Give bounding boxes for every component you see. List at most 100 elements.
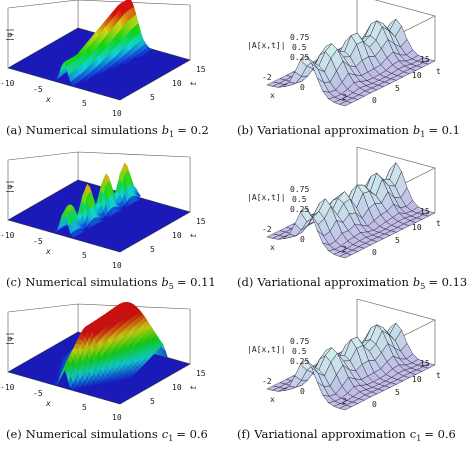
caption-text: Variational approximation [253,427,406,441]
surface-patch [70,383,76,391]
t-tick-label: 10 [412,223,422,232]
x-tick-label: 0 [300,235,305,244]
caption-label: (b) [237,123,253,137]
caption-text: Variational approximation [256,123,409,137]
x-tick-label: -10 [0,231,15,240]
caption-sub: 5 [169,282,174,291]
x-tick-label: 5 [82,99,87,108]
t-tick-label: 15 [196,217,206,226]
surface-patch [100,379,106,385]
surface-patch [116,376,122,381]
z-axis-label: |ψ| [5,332,14,346]
surface-patch [81,77,88,82]
box-edge [7,0,191,9]
caption-label: (e) [6,427,22,441]
x-tick-label: 2 [342,93,347,102]
caption-var: c [410,427,416,441]
panel: |A[x,t]| 0.750.50.25 -2 0 2 x 0 5 10 15 t (b) Variat… [237,0,460,139]
surface-patch [95,380,101,386]
caption-sub: 1 [168,434,173,443]
x-tick-label: 0 [300,387,305,396]
surface-patch [105,212,111,219]
t-tick-label: 5 [395,236,400,245]
caption: (d) Variational approximation b5 = 0.13 [237,275,467,291]
x-tick-label: 2 [342,397,347,406]
surface-patch [81,380,88,388]
surface-patch [109,64,116,70]
mesh-patch [338,101,353,107]
caption-sub: 5 [420,282,425,291]
z-tick-label: 0.25 [290,205,309,214]
x-tick-label: 10 [112,261,122,270]
x-tick-label: -2 [262,225,272,234]
caption-text: Numerical simulations [25,275,157,289]
surface-patch [124,201,130,208]
t-axis-label: t [189,81,198,86]
t-axis-label: t [189,385,198,390]
caption: (f) Variational approximation c1 = 0.6 [237,427,456,443]
caption: (e) Numerical simulations c1 = 0.6 [6,427,208,443]
x-tick-label: -2 [262,377,272,386]
t-tick-label: 10 [412,71,422,80]
surface-patch [70,80,76,86]
panel: |ψ| -10 -5 5 10 x 5 10 15 t (a) Numerical simulatio… [0,0,209,139]
t-axis-label: t [436,371,441,380]
t-tick-label: 5 [395,388,400,397]
t-tick-label: 10 [172,383,182,392]
t-tick-label: 5 [150,397,155,406]
x-axis-label: x [45,247,51,256]
caption-var: b [162,123,169,137]
surface-patch [121,60,127,65]
caption-sub: 1 [169,130,174,139]
mesh-patch [338,405,353,411]
panel: |ψ| -10 -5 5 10 x 5 10 15 t (c) Numerical simulatio… [0,151,216,291]
caption-text: Numerical simulations [26,123,158,137]
x-tick-label: -10 [0,79,15,88]
z-tick-label: 0.5 [292,43,307,52]
x-axis-label: x [270,243,275,252]
x-axis-label: x [270,395,275,404]
z-tick-label: 0.25 [290,53,309,62]
panel: |A[x,t]| 0.750.50.25 -2 0 2 x 0 5 10 15 t (f) Variat… [237,298,456,443]
caption-var: b [161,275,168,289]
caption-sub: 1 [420,130,425,139]
surface-patch [109,378,115,384]
t-axis-label: t [436,67,441,76]
caption-var: c [162,427,169,441]
z-tick-label: 0.5 [292,347,307,356]
z-axis-label: |A[x,t]| [247,193,286,202]
caption-eq: = 0.13 [428,275,467,289]
x-tick-label: 10 [112,109,122,118]
surface-patch [86,380,92,387]
x-axis-label: x [45,95,51,104]
z-axis-label: |ψ| [5,28,14,42]
caption-label: (d) [237,275,253,289]
t-tick-label: 15 [196,65,206,74]
x-axis-label: x [45,399,51,408]
surface-patch [135,54,141,59]
x-tick-label: 10 [112,413,122,422]
caption-eq: = 0.2 [177,123,209,137]
surface-patch [75,383,81,390]
x-tick-label: 2 [342,245,347,254]
surface-patch [95,71,102,76]
x-tick-label: 5 [82,403,87,412]
x-tick-label: 5 [82,251,87,260]
z-tick-label: 0.75 [290,185,309,194]
caption-sub: 1 [416,434,421,443]
caption-text: Variational approximation [256,275,409,289]
caption: (b) Variational approximation b1 = 0.1 [237,123,460,139]
box-edge [7,151,191,161]
panel: |A[x,t]| 0.750.50.25 -2 0 2 x 0 5 10 15 t (d) Variat… [237,146,467,291]
x-tick-label: -10 [0,383,15,392]
caption: (c) Numerical simulations b5 = 0.11 [6,275,216,291]
surface-patch [104,379,111,384]
t-tick-label: 15 [420,359,430,368]
caption-var: b [413,123,420,137]
surface-patch [70,231,76,238]
z-tick-label: 0.75 [290,337,309,346]
t-tick-label: 10 [412,375,422,384]
caption-eq: = 0.1 [428,123,460,137]
t-tick-label: 15 [196,369,206,378]
x-tick-label: -5 [33,237,43,246]
